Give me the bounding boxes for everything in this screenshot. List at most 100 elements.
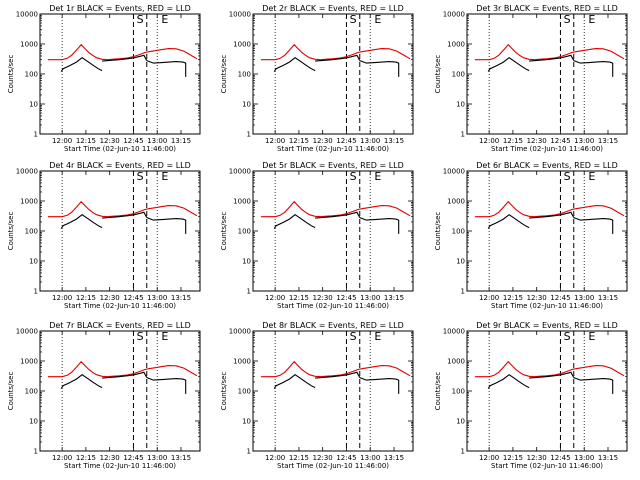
series-line-lld [474,43,625,61]
series-line-events [529,211,575,219]
y-tick-label: 1000 [20,41,38,49]
x-tick-label: 12:00 [265,454,285,462]
x-tick-label: 12:45 [550,137,570,145]
y-tick-label: 1 [461,448,465,456]
panel-7: Det 7r BLACK = Events, RED = LLD 1 10 100 10… [7,321,201,470]
x-tick-label: 12:30 [313,454,333,462]
series-line-lld [260,200,411,218]
series-line-lld [47,360,198,378]
marker-s: S [137,13,144,26]
x-tick-label: 12:45 [550,454,570,462]
panel-title: Det 8r BLACK = Events, RED = LLD [262,321,404,330]
marker-e: E [161,170,168,183]
x-tick-label: 12:15 [76,294,96,302]
x-tick-label: 12:00 [52,454,72,462]
y-tick-label: 1 [461,131,465,139]
y-axis-label: Counts/sec [7,212,15,251]
series-line-events [102,54,148,62]
series-line-lld [47,200,198,218]
x-tick-label: 12:45 [123,137,143,145]
y-tick-label: 100 [25,228,38,236]
plot-frame [252,170,414,292]
x-tick-label: 13:00 [574,294,594,302]
series-line-events [487,214,530,229]
y-axis-label: Counts/sec [7,372,15,411]
x-tick-label: 13:15 [598,137,618,145]
marker-s: S [350,13,357,26]
y-tick-label: 10 [242,418,251,426]
x-tick-label: 12:30 [100,454,120,462]
marker-e: E [588,13,595,26]
x-tick-label: 12:00 [265,137,285,145]
y-tick-label: 1 [247,448,251,456]
y-tick-label: 1 [34,448,38,456]
y-tick-label: 1 [34,288,38,296]
marker-s: S [564,13,571,26]
y-tick-label: 10000 [229,11,251,19]
y-tick-label: 10000 [16,168,38,176]
x-tick-label: 13:15 [171,137,191,145]
x-axis-label: Start Time (02-Jun-10 11:46:00) [64,145,176,153]
series-line-events [529,54,575,62]
series-line-events [273,57,316,72]
x-tick-label: 12:45 [336,294,356,302]
panel-8: Det 8r BLACK = Events, RED = LLD 1 10 100 10… [220,321,414,470]
plot-frame [39,13,201,135]
y-tick-label: 1000 [233,358,251,366]
x-tick-label: 12:00 [52,137,72,145]
x-tick-label: 12:30 [527,294,547,302]
y-tick-label: 1000 [233,41,251,49]
marker-s: S [564,170,571,183]
x-axis-label: Start Time (02-Jun-10 11:46:00) [277,302,389,310]
y-tick-label: 10 [456,101,465,109]
marker-e: E [374,170,381,183]
x-tick-label: 13:00 [574,454,594,462]
x-tick-label: 12:30 [527,454,547,462]
x-tick-label: 12:15 [289,294,309,302]
x-tick-label: 12:45 [550,294,570,302]
series-line-events [529,371,575,379]
marker-e: E [374,13,381,26]
x-axis-label: Start Time (02-Jun-10 11:46:00) [491,462,603,470]
x-tick-label: 13:00 [360,294,380,302]
y-axis-label: Counts/sec [434,55,442,94]
y-tick-label: 1000 [20,198,38,206]
panel-9: Det 9r BLACK = Events, RED = LLD 1 10 100 10… [434,321,628,470]
panel-title: Det 2r BLACK = Events, RED = LLD [262,4,404,13]
series-line-lld [47,43,198,61]
x-tick-label: 12:15 [503,454,523,462]
y-tick-label: 1000 [447,358,465,366]
x-tick-label: 12:00 [479,454,499,462]
panel-title: Det 3r BLACK = Events, RED = LLD [476,4,618,13]
panel-title: Det 5r BLACK = Events, RED = LLD [262,161,404,170]
plot-frame [252,13,414,135]
x-axis-label: Start Time (02-Jun-10 11:46:00) [491,145,603,153]
panel-2: Det 2r BLACK = Events, RED = LLD 1 10 100 10… [220,4,414,153]
y-tick-label: 100 [238,388,251,396]
plot-frame [39,170,201,292]
y-tick-label: 1000 [233,198,251,206]
y-tick-label: 10 [29,418,38,426]
x-tick-label: 12:30 [100,294,120,302]
y-axis-label: Counts/sec [220,212,228,251]
x-tick-label: 12:00 [52,294,72,302]
x-axis-label: Start Time (02-Jun-10 11:46:00) [64,462,176,470]
panel-1: Det 1r BLACK = Events, RED = LLD 1 10 100 10… [7,4,201,153]
panel-4: Det 4r BLACK = Events, RED = LLD 1 10 100 10… [7,161,201,310]
x-tick-label: 12:00 [479,137,499,145]
series-line-events [573,60,614,77]
marker-s: S [137,170,144,183]
x-tick-label: 12:45 [336,454,356,462]
panel-3: Det 3r BLACK = Events, RED = LLD 1 10 100 10… [434,4,628,153]
x-tick-label: 12:30 [313,294,333,302]
series-line-lld [260,360,411,378]
marker-s: S [350,170,357,183]
y-tick-label: 1 [34,131,38,139]
x-axis-label: Start Time (02-Jun-10 11:46:00) [277,145,389,153]
marker-s: S [137,330,144,343]
y-tick-label: 100 [25,71,38,79]
y-tick-label: 10000 [443,168,465,176]
y-tick-label: 1 [461,288,465,296]
y-tick-label: 10000 [229,168,251,176]
panel-title: Det 6r BLACK = Events, RED = LLD [476,161,618,170]
